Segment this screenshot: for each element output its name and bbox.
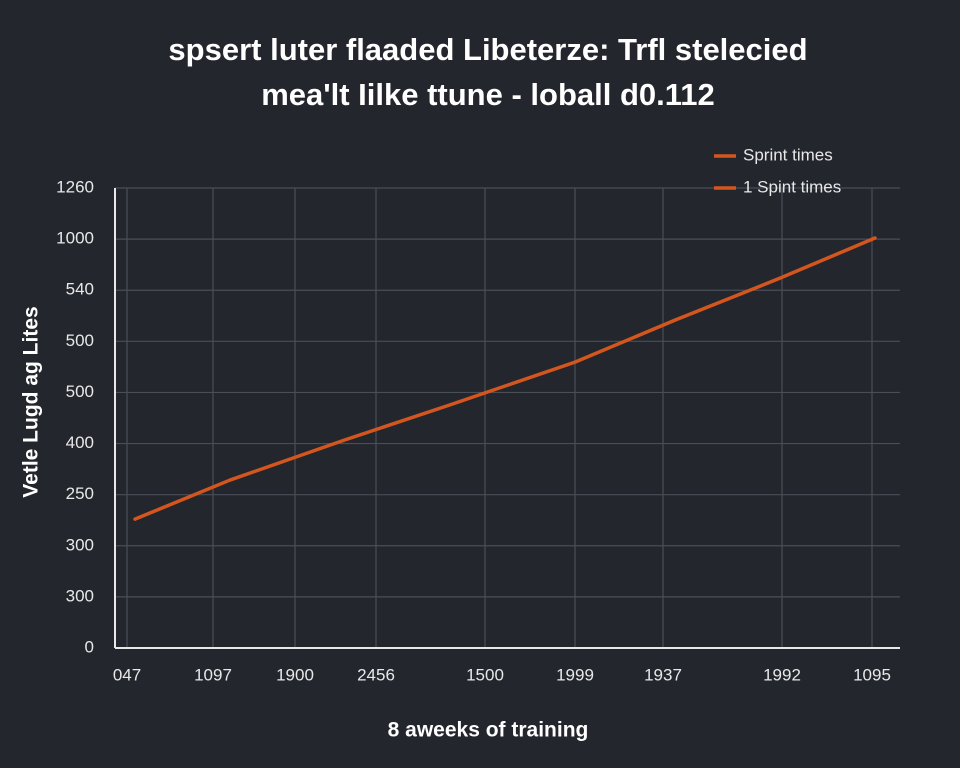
y-axis-label: Vetle Lugd ag Lites	[20, 306, 43, 497]
y-tick-label: 300	[66, 586, 94, 605]
legend-label: Sprint times	[743, 145, 833, 164]
y-tick-label: 500	[66, 331, 94, 350]
legend-label: 1 Spint times	[743, 177, 841, 196]
x-tick-label: 1097	[194, 665, 232, 684]
x-tick-label: 047	[113, 665, 141, 684]
y-tick-label: 1000	[56, 229, 94, 248]
y-tick-label: 400	[66, 433, 94, 452]
x-tick-label: 2456	[357, 665, 395, 684]
y-tick-label: 250	[66, 484, 94, 503]
x-tick-label: 1937	[644, 665, 682, 684]
y-tick-label: 300	[66, 535, 94, 554]
x-tick-label: 1095	[853, 665, 891, 684]
chart-title: mea'lt Iilke ttune - loball d0.112	[261, 77, 715, 112]
x-tick-label: 1999	[556, 665, 594, 684]
chart-title: spsert luter flaaded Libeterze: Trfl ste…	[168, 32, 807, 67]
y-tick-label: 500	[66, 382, 94, 401]
y-tick-label: 540	[66, 280, 94, 299]
x-tick-label: 1900	[276, 665, 314, 684]
y-tick-label: 1260	[56, 177, 94, 196]
x-tick-label: 1500	[466, 665, 504, 684]
x-tick-label: 1992	[763, 665, 801, 684]
data-line	[133, 236, 877, 521]
y-tick-label: 0	[85, 637, 94, 656]
x-axis-label: 8 aweeks of training	[388, 719, 589, 742]
